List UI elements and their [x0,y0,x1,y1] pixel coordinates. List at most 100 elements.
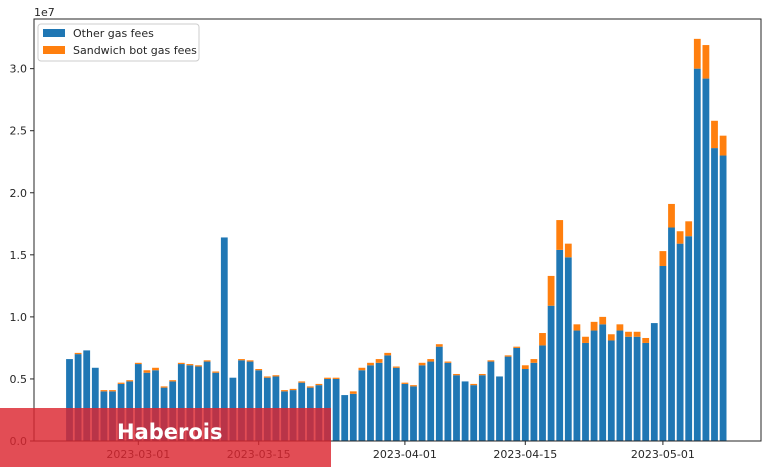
bar-other-gas-fees [685,236,693,441]
bar-sandwich-bot-gas-fees [332,377,340,379]
bar-sandwich-bot-gas-fees [607,334,615,341]
bar-sandwich-bot-gas-fees [633,331,641,337]
bar-sandwich-bot-gas-fees [272,375,280,377]
bar-sandwich-bot-gas-fees [470,383,478,386]
bar-other-gas-fees [582,342,589,441]
bar-other-gas-fees [186,365,194,441]
bar-other-gas-fees [392,367,400,441]
bar-other-gas-fees [564,257,572,441]
bar-sandwich-bot-gas-fees [427,359,435,362]
bar-sandwich-bot-gas-fees [590,321,598,331]
bar-sandwich-bot-gas-fees [685,221,693,237]
bar-sandwich-bot-gas-fees [74,352,82,355]
bar-sandwich-bot-gas-fees [117,382,125,384]
bar-other-gas-fees [410,386,417,441]
bar-sandwich-bot-gas-fees [573,324,581,331]
bar-sandwich-bot-gas-fees [152,367,159,371]
legend-swatch-other-gas-fees [43,29,65,37]
bar-other-gas-fees [358,370,366,441]
bar-sandwich-bot-gas-fees [109,390,116,392]
bar-other-gas-fees [195,366,202,441]
bar-sandwich-bot-gas-fees [375,359,383,363]
bar-sandwich-bot-gas-fees [642,337,650,343]
bar-other-gas-fees [521,369,529,441]
bar-sandwich-bot-gas-fees [539,333,546,346]
bar-sandwich-bot-gas-fees [659,251,667,266]
y-multiplier-label: 1e7 [34,6,55,19]
bar-other-gas-fees [367,365,374,441]
bar-sandwich-bot-gas-fees [625,331,632,337]
legend-swatch-sandwich-bot-gas-fees [43,46,65,54]
y-axis: 0.00.51.01.52.02.53.0 [10,63,34,448]
bar-sandwich-bot-gas-fees [719,135,727,156]
bar-sandwich-bot-gas-fees [702,45,710,79]
bar-sandwich-bot-gas-fees [547,275,555,306]
bar-other-gas-fees [220,237,228,441]
bar-sandwich-bot-gas-fees [556,220,564,250]
legend-frame [37,23,200,62]
bar-other-gas-fees [332,378,340,441]
bar-other-gas-fees [659,265,667,441]
bar-other-gas-fees [143,372,151,441]
bar-sandwich-bot-gas-fees [358,367,366,371]
bar-other-gas-fees [238,360,245,441]
bar-sandwich-bot-gas-fees [134,362,142,365]
bar-other-gas-fees [539,345,546,441]
bar-other-gas-fees [444,362,452,441]
bar-other-gas-fees [668,227,675,441]
bar-other-gas-fees [599,324,607,441]
bar-other-gas-fees [375,362,383,441]
y-tick-label: 2.5 [10,125,28,138]
bar-other-gas-fees [530,362,538,441]
x-tick-label: 2023-04-01 [373,448,437,461]
bar-sandwich-bot-gas-fees [195,365,202,367]
bar-sandwich-bot-gas-fees [169,380,177,382]
bar-other-gas-fees [83,350,91,441]
bar-sandwich-bot-gas-fees [504,355,512,357]
bar-sandwich-bot-gas-fees [453,373,460,376]
bar-other-gas-fees [203,361,211,441]
bar-sandwich-bot-gas-fees [435,344,443,347]
bar-other-gas-fees [435,346,443,441]
bar-sandwich-bot-gas-fees [401,382,409,384]
bar-sandwich-bot-gas-fees [324,377,331,379]
bar-sandwich-bot-gas-fees [616,324,624,331]
bar-sandwich-bot-gas-fees [599,316,607,325]
bar-sandwich-bot-gas-fees [487,360,495,362]
bar-other-gas-fees [547,305,555,441]
bar-other-gas-fees [590,330,598,441]
legend-label-sandwich-bot-gas-fees: Sandwich bot gas fees [73,44,197,57]
y-tick-label: 1.5 [10,249,28,262]
bars-group [66,38,727,442]
bar-other-gas-fees [573,330,581,441]
legend-label-other-gas-fees: Other gas fees [73,27,154,40]
bar-other-gas-fees [676,243,684,441]
bar-sandwich-bot-gas-fees [367,362,374,366]
bar-other-gas-fees [453,375,460,441]
bar-sandwich-bot-gas-fees [582,336,589,343]
bar-other-gas-fees [134,364,142,441]
bar-other-gas-fees [633,336,641,441]
bar-sandwich-bot-gas-fees [281,390,288,392]
bar-sandwich-bot-gas-fees [410,385,417,387]
bar-other-gas-fees [556,249,564,441]
bar-other-gas-fees [66,359,73,441]
x-tick-label: 2023-04-15 [493,448,557,461]
bar-sandwich-bot-gas-fees [668,203,675,228]
bar-other-gas-fees [616,330,624,441]
bar-sandwich-bot-gas-fees [384,352,392,356]
bar-other-gas-fees [212,372,220,441]
bar-other-gas-fees [255,370,263,441]
bar-other-gas-fees [461,381,469,441]
plot-frame [33,18,762,442]
bar-sandwich-bot-gas-fees [298,381,306,383]
bar-other-gas-fees [152,370,159,441]
bar-sandwich-bot-gas-fees [263,376,271,378]
y-tick-label: 2.0 [10,187,28,200]
bar-other-gas-fees [341,395,349,441]
bar-other-gas-fees [650,323,658,441]
bar-sandwich-bot-gas-fees [478,373,486,376]
bar-sandwich-bot-gas-fees [289,388,297,391]
bar-other-gas-fees [177,364,185,441]
y-tick-label: 1.0 [10,311,28,324]
